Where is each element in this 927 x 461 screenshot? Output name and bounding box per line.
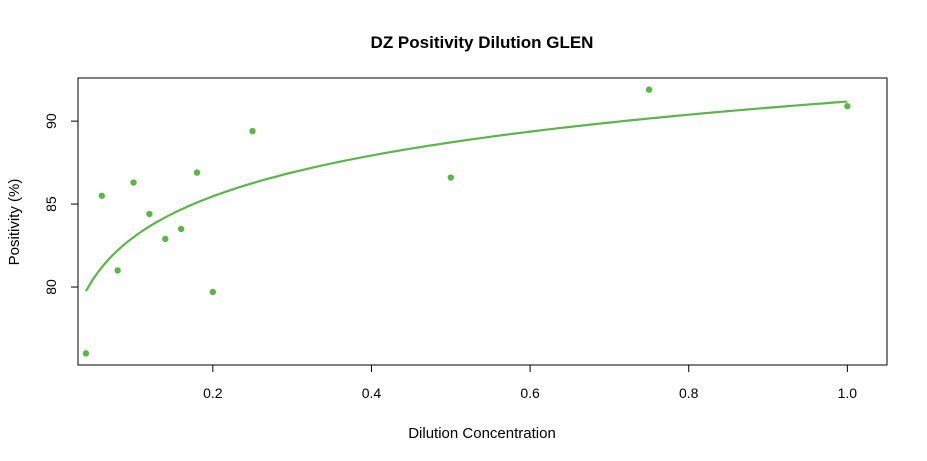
y-axis: 80 85 90	[43, 113, 79, 295]
x-tick-label: 0.6	[520, 385, 540, 401]
chart-title: DZ Positivity Dilution GLEN	[371, 33, 594, 52]
data-point	[82, 350, 90, 357]
y-tick-label: 80	[43, 279, 59, 295]
x-axis-label: Dilution Concentration	[408, 425, 556, 442]
y-axis-label: Positivity (%)	[6, 179, 23, 266]
data-point	[249, 127, 256, 135]
plot-frame	[77, 77, 888, 366]
x-axis: 0.2 0.4 0.6 0.8 1.0	[203, 364, 858, 401]
y-tick-label: 85	[43, 196, 59, 212]
x-tick-label: 1.0	[838, 385, 858, 401]
fit-curve	[84, 100, 848, 292]
data-point	[844, 103, 851, 110]
data-point	[193, 169, 201, 176]
data-point	[447, 174, 454, 181]
data-point	[209, 288, 217, 296]
data-point	[177, 225, 185, 233]
data-point	[162, 235, 169, 243]
data-point	[98, 192, 105, 199]
x-tick-label: 0.8	[679, 385, 699, 401]
fit-curve-group	[84, 100, 848, 292]
y-tick-label: 90	[43, 113, 59, 129]
data-point	[645, 86, 653, 93]
x-tick-label: 0.2	[203, 385, 223, 401]
x-tick-label: 0.4	[362, 385, 382, 401]
data-point	[114, 267, 121, 274]
data-point	[130, 179, 137, 186]
scatter-points	[82, 86, 851, 357]
data-point	[146, 210, 153, 218]
